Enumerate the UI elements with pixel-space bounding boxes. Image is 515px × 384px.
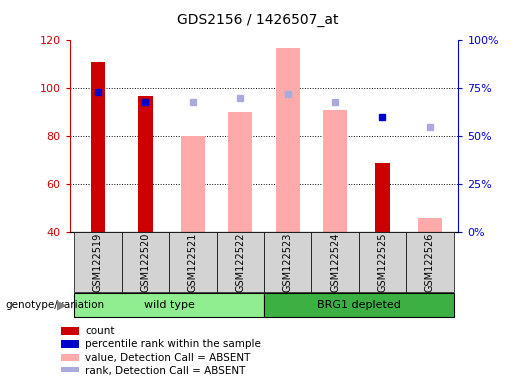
Bar — [276, 48, 300, 232]
Bar — [264, 293, 454, 317]
Bar — [375, 163, 389, 232]
Text: GSM122521: GSM122521 — [188, 232, 198, 292]
Bar — [359, 232, 406, 292]
Bar — [216, 232, 264, 292]
Bar — [264, 232, 312, 292]
Bar — [61, 367, 79, 375]
Bar — [169, 232, 216, 292]
Text: rank, Detection Call = ABSENT: rank, Detection Call = ABSENT — [85, 366, 246, 376]
Text: GDS2156 / 1426507_at: GDS2156 / 1426507_at — [177, 13, 338, 27]
Text: BRG1 depleted: BRG1 depleted — [317, 300, 401, 310]
Text: GSM122522: GSM122522 — [235, 232, 245, 292]
Text: GSM122524: GSM122524 — [330, 232, 340, 292]
Text: wild type: wild type — [144, 300, 195, 310]
Text: genotype/variation: genotype/variation — [5, 300, 104, 310]
Text: value, Detection Call = ABSENT: value, Detection Call = ABSENT — [85, 353, 251, 363]
Text: GSM122525: GSM122525 — [377, 232, 387, 292]
Bar — [228, 112, 252, 232]
Text: count: count — [85, 326, 115, 336]
Bar — [61, 354, 79, 361]
Bar — [122, 232, 169, 292]
Bar — [74, 293, 264, 317]
Bar — [406, 232, 454, 292]
Bar — [61, 326, 79, 334]
Text: GSM122523: GSM122523 — [283, 232, 293, 292]
Text: GSM122526: GSM122526 — [425, 232, 435, 292]
Text: GSM122520: GSM122520 — [141, 232, 150, 292]
Bar — [181, 136, 204, 232]
Bar — [139, 96, 152, 232]
Bar — [418, 218, 442, 232]
Bar — [323, 110, 347, 232]
Text: percentile rank within the sample: percentile rank within the sample — [85, 339, 262, 349]
Text: ▶: ▶ — [57, 298, 67, 311]
Text: GSM122519: GSM122519 — [93, 232, 103, 292]
Bar — [91, 62, 105, 232]
Bar — [61, 340, 79, 348]
Bar — [312, 232, 359, 292]
Bar — [74, 232, 122, 292]
